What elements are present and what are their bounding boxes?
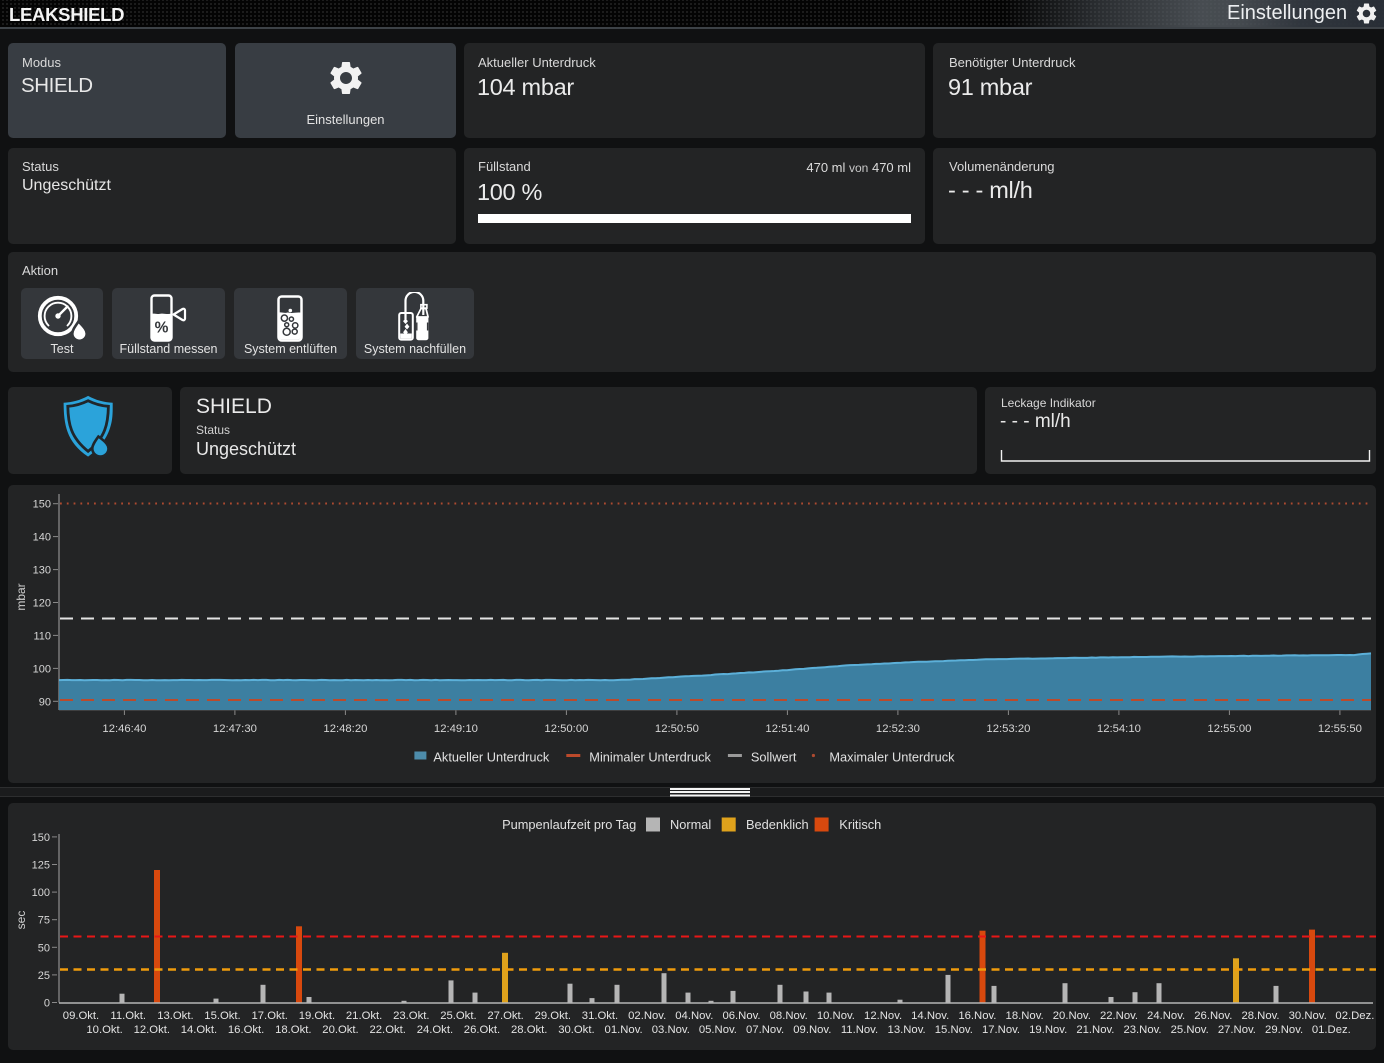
svg-text:12:55:50: 12:55:50: [1318, 723, 1362, 735]
svg-text:12:51:40: 12:51:40: [765, 723, 809, 735]
svg-text:17.Okt.: 17.Okt.: [251, 1010, 287, 1022]
svg-text:26.Okt.: 26.Okt.: [464, 1024, 500, 1036]
svg-text:100: 100: [33, 663, 51, 675]
svg-text:02.Nov.: 02.Nov.: [628, 1010, 666, 1022]
svg-text:0: 0: [44, 998, 50, 1010]
svg-text:08.Nov.: 08.Nov.: [770, 1010, 808, 1022]
svg-text:09.Okt.: 09.Okt.: [63, 1010, 99, 1022]
svg-text:12:54:10: 12:54:10: [1097, 723, 1141, 735]
svg-text:90: 90: [39, 696, 51, 708]
svg-text:04.Nov.: 04.Nov.: [675, 1010, 713, 1022]
svg-text:12:48:20: 12:48:20: [323, 723, 367, 735]
svg-text:24.Okt.: 24.Okt.: [417, 1024, 453, 1036]
svg-text:02.Dez.: 02.Dez.: [1335, 1010, 1374, 1022]
svg-text:21.Nov.: 21.Nov.: [1076, 1024, 1114, 1036]
svg-text:01.Dez.: 01.Dez.: [1312, 1024, 1351, 1036]
svg-text:25.Nov.: 25.Nov.: [1171, 1024, 1209, 1036]
svg-text:19.Nov.: 19.Nov.: [1029, 1024, 1067, 1036]
svg-text:12:47:30: 12:47:30: [213, 723, 257, 735]
svg-text:50: 50: [38, 942, 50, 954]
svg-text:Maximaler Unterdruck: Maximaler Unterdruck: [829, 750, 955, 765]
svg-text:Pumpenlaufzeit pro Tag: Pumpenlaufzeit pro Tag: [502, 817, 636, 832]
svg-text:12.Okt.: 12.Okt.: [134, 1024, 170, 1036]
svg-text:11.Okt.: 11.Okt.: [110, 1010, 146, 1022]
svg-text:22.Okt.: 22.Okt.: [369, 1024, 405, 1036]
svg-text:27.Nov.: 27.Nov.: [1218, 1024, 1256, 1036]
svg-text:12:53:20: 12:53:20: [986, 723, 1030, 735]
svg-text:25.Okt.: 25.Okt.: [440, 1010, 476, 1022]
svg-text:14.Nov.: 14.Nov.: [911, 1010, 949, 1022]
svg-text:12:46:40: 12:46:40: [102, 723, 146, 735]
svg-text:75: 75: [38, 915, 50, 927]
svg-text:07.Nov.: 07.Nov.: [746, 1024, 784, 1036]
svg-text:13.Okt.: 13.Okt.: [157, 1010, 193, 1022]
svg-text:24.Nov.: 24.Nov.: [1147, 1010, 1185, 1022]
svg-text:30.Nov.: 30.Nov.: [1289, 1010, 1327, 1022]
svg-text:110: 110: [33, 630, 51, 642]
svg-text:sec: sec: [14, 911, 28, 930]
svg-text:28.Okt.: 28.Okt.: [511, 1024, 547, 1036]
svg-text:16.Okt.: 16.Okt.: [228, 1024, 264, 1036]
svg-text:27.Okt.: 27.Okt.: [487, 1010, 523, 1022]
svg-text:22.Nov.: 22.Nov.: [1100, 1010, 1138, 1022]
svg-text:23.Okt.: 23.Okt.: [393, 1010, 429, 1022]
svg-text:15.Okt.: 15.Okt.: [204, 1010, 240, 1022]
svg-text:12.Nov.: 12.Nov.: [864, 1010, 902, 1022]
svg-text:18.Okt.: 18.Okt.: [275, 1024, 311, 1036]
svg-text:29.Okt.: 29.Okt.: [535, 1010, 571, 1022]
svg-text:03.Nov.: 03.Nov.: [652, 1024, 690, 1036]
svg-text:06.Nov.: 06.Nov.: [722, 1010, 760, 1022]
svg-text:21.Okt.: 21.Okt.: [346, 1010, 382, 1022]
svg-text:12:49:10: 12:49:10: [434, 723, 478, 735]
svg-text:Kritisch: Kritisch: [839, 817, 881, 832]
svg-text:12:50:50: 12:50:50: [655, 723, 699, 735]
svg-text:Aktueller Unterdruck: Aktueller Unterdruck: [433, 750, 550, 765]
svg-text:30.Okt.: 30.Okt.: [558, 1024, 594, 1036]
svg-text:25: 25: [38, 970, 50, 982]
svg-text:18.Nov.: 18.Nov.: [1006, 1010, 1044, 1022]
svg-text:23.Nov.: 23.Nov.: [1123, 1024, 1161, 1036]
svg-text:12:52:30: 12:52:30: [876, 723, 920, 735]
svg-text:100: 100: [32, 887, 50, 899]
svg-text:29.Nov.: 29.Nov.: [1265, 1024, 1303, 1036]
svg-text:%: %: [155, 320, 169, 337]
svg-text:12:55:00: 12:55:00: [1207, 723, 1251, 735]
svg-text:19.Okt.: 19.Okt.: [299, 1010, 335, 1022]
svg-text:mbar: mbar: [14, 583, 28, 610]
svg-text:12:50:00: 12:50:00: [544, 723, 588, 735]
svg-text:125: 125: [32, 860, 50, 872]
svg-text:09.Nov.: 09.Nov.: [793, 1024, 831, 1036]
svg-text:26.Nov.: 26.Nov.: [1194, 1010, 1232, 1022]
svg-text:20.Okt.: 20.Okt.: [322, 1024, 358, 1036]
svg-text:05.Nov.: 05.Nov.: [699, 1024, 737, 1036]
svg-text:Minimaler Unterdruck: Minimaler Unterdruck: [589, 750, 711, 765]
svg-text:15.Nov.: 15.Nov.: [935, 1024, 973, 1036]
svg-text:11.Nov.: 11.Nov.: [841, 1024, 878, 1036]
svg-text:13.Nov.: 13.Nov.: [888, 1024, 926, 1036]
svg-text:20.Nov.: 20.Nov.: [1053, 1010, 1091, 1022]
svg-text:01.Nov.: 01.Nov.: [605, 1024, 643, 1036]
svg-text:Bedenklich: Bedenklich: [746, 817, 809, 832]
svg-text:14.Okt.: 14.Okt.: [181, 1024, 217, 1036]
svg-text:150: 150: [33, 499, 51, 511]
svg-text:Normal: Normal: [670, 817, 711, 832]
svg-text:120: 120: [33, 598, 51, 610]
svg-text:10.Nov.: 10.Nov.: [817, 1010, 855, 1022]
svg-text:Sollwert: Sollwert: [751, 750, 797, 765]
svg-text:31.Okt.: 31.Okt.: [582, 1010, 618, 1022]
svg-text:150: 150: [32, 832, 50, 844]
svg-text:16.Nov.: 16.Nov.: [958, 1010, 996, 1022]
svg-text:28.Nov.: 28.Nov.: [1241, 1010, 1279, 1022]
svg-text:17.Nov.: 17.Nov.: [982, 1024, 1020, 1036]
svg-text:140: 140: [33, 532, 51, 544]
svg-text:130: 130: [33, 565, 51, 577]
svg-text:10.Okt.: 10.Okt.: [86, 1024, 122, 1036]
